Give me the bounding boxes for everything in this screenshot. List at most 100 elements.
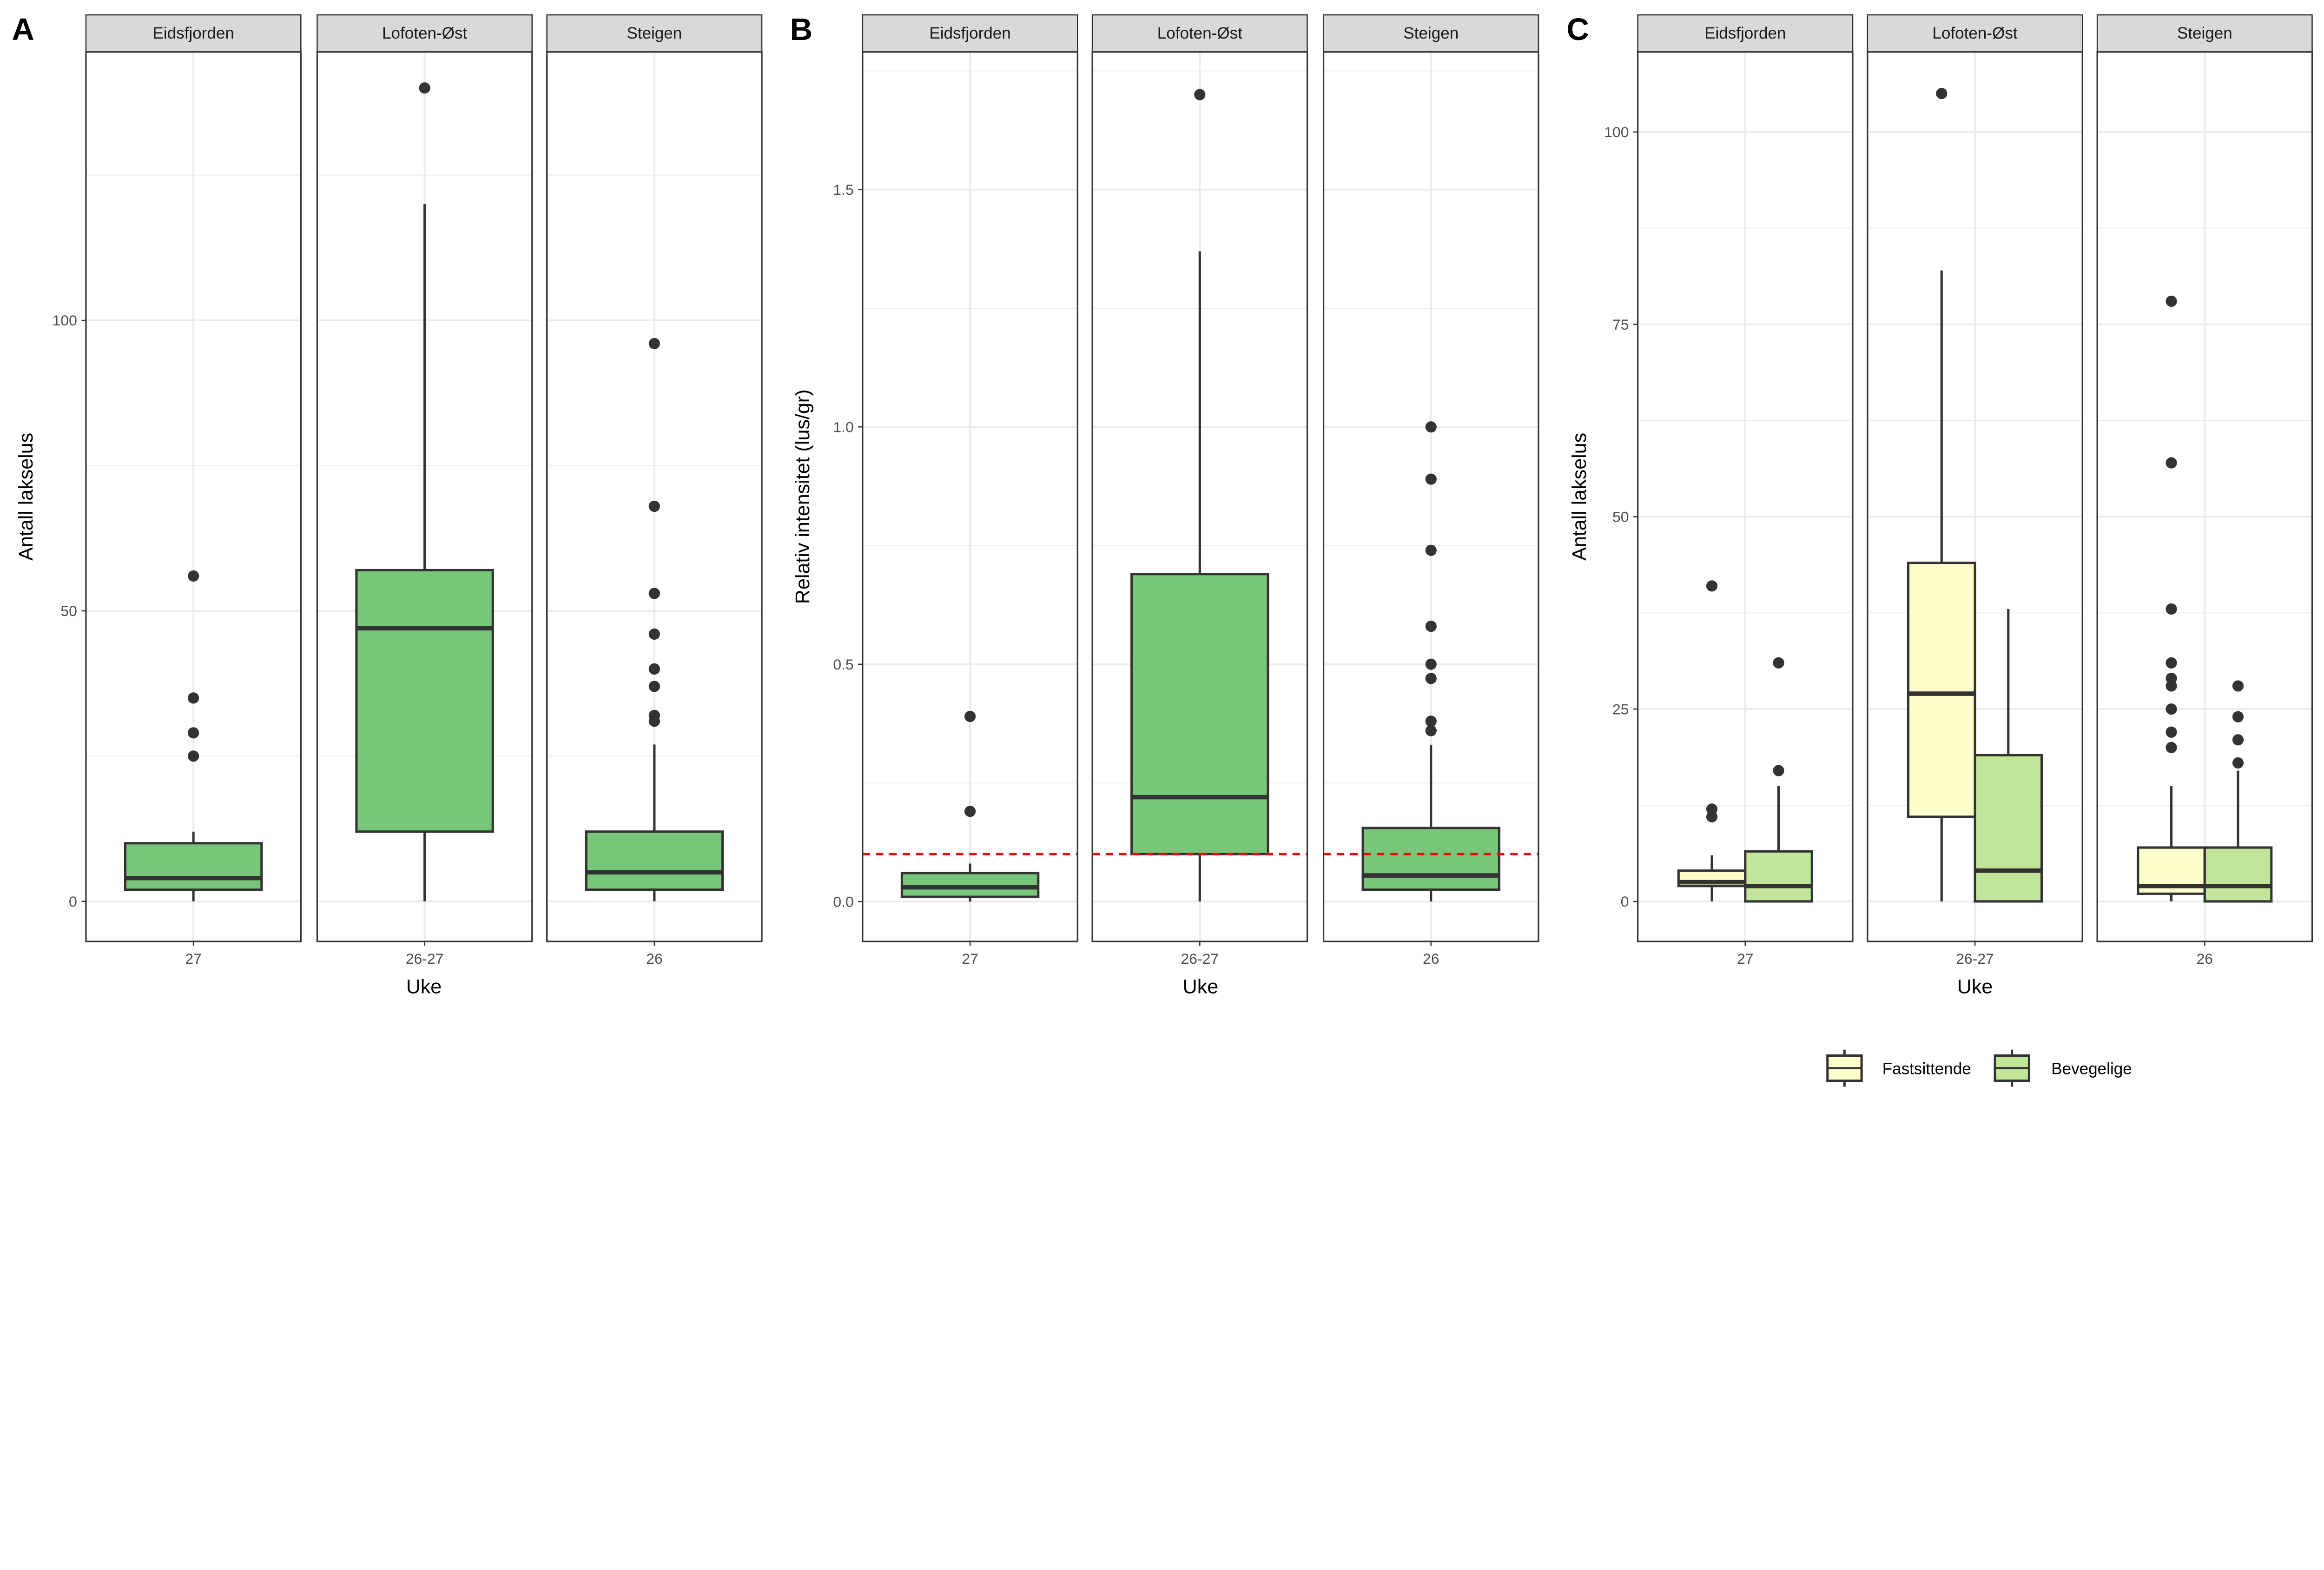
outlier-point [1773,765,1784,776]
x-tick-label: 26 [1423,950,1439,967]
y-tick-label: 100 [1604,124,1629,140]
box [900,872,1040,898]
y-tick-label: 0.5 [833,656,853,673]
x-tick-label: 26-27 [1956,950,1994,967]
x-tick-label: 27 [962,950,978,967]
outlier-point [2166,726,2177,738]
background [0,0,2324,1110]
y-tick-label: 0 [1621,893,1629,910]
outlier-point [1936,87,1948,99]
outlier-point [1425,715,1437,727]
outlier-point [1425,673,1437,684]
y-tick-label: 0.0 [833,893,853,910]
facet-strip [2096,14,2313,53]
outlier-point [2166,657,2177,669]
box-bevegelige [2203,680,2273,903]
legend-item-fastsittende: Fastsittende [1826,1049,1971,1087]
outlier-point [1425,620,1437,632]
outlier-point [188,692,199,704]
outlier-point [419,82,430,94]
legend-label: Fastsittende [1882,1060,1971,1078]
facet-strip-label: Lofoten-Øst [1157,24,1242,42]
panel-b: B Relativ intensitet (lus/gr) Uke 0.0 0.5 1.0… [790,12,1539,998]
panel-label: B [790,12,812,47]
x-tick-label: 26 [646,950,662,967]
panel-a: A Antall lakselus Uke 0 50 100 Eidsfjorden 27 Lo… [12,12,763,998]
box [1744,850,1813,903]
facet-strip [1637,14,1854,53]
outlier-point [188,750,199,762]
facet-strip [546,14,763,53]
outlier-point [2232,711,2244,722]
facet-strip [85,14,302,53]
x-tick-label: 26-27 [406,950,444,967]
y-axis-title: Antall lakselus [1568,433,1591,561]
x-tick-label: 26 [2197,950,2213,967]
x-axis-title: Uke [406,976,442,998]
box-all [124,570,263,901]
facet-strip-label: Steigen [627,24,682,42]
box-all [585,338,724,901]
box-all [355,82,494,901]
box-fastsittende [1677,580,1747,901]
x-axis-title: Uke [1183,976,1219,998]
box [355,569,494,833]
facet-eidsfjorden: Eidsfjorden 27 [1637,14,1854,967]
facet-strip-label: Steigen [1403,24,1459,42]
box [1130,573,1269,855]
facet-strip [1323,14,1539,53]
x-tick-label: 27 [185,950,201,967]
y-axis-title: Relativ intensitet (lus/gr) [792,390,814,604]
outlier-point [2166,295,2177,307]
y-tick-label: 50 [60,603,77,619]
box [2203,846,2273,903]
outlier-point [2232,680,2244,692]
figure: A Antall lakselus Uke 0 50 100 Eidsfjorden 27 Lo… [0,0,2324,1110]
facet-strip-label: Eidsfjorden [152,24,234,42]
box-all [1361,421,1500,902]
facet-steigen: Steigen 26 [2096,14,2313,967]
box-bevegelige [1744,657,1813,903]
outlier-point [1425,421,1437,433]
box-fastsittende [1907,87,1976,901]
outlier-point [964,710,976,722]
legend-label: Bevegelige [2051,1060,2132,1078]
outlier-point [648,709,660,721]
outlier-point [1425,725,1437,736]
facet-strip-label: Lofoten-Øst [382,24,467,42]
box-bevegelige [1974,609,2043,903]
facet-lofotenst: Lofoten-Øst 26-27 [1091,14,1308,967]
x-tick-label: 26-27 [1181,950,1219,967]
outlier-point [964,806,976,817]
outlier-point [648,588,660,599]
outlier-point [188,727,199,739]
x-tick-label: 27 [1737,950,1753,967]
outlier-point [648,338,660,350]
facet-strip-label: Eidsfjorden [1704,24,1786,42]
facet-lofotenst: Lofoten-Øst 26-27 [1867,14,2083,967]
panel-c: C Antall lakselus Uke 0 25 50 75 100 Eidsfjorden… [1567,12,2313,1087]
outlier-point [648,663,660,675]
outlier-point [1706,580,1718,592]
outlier-point [2166,703,2177,715]
y-tick-label: 75 [1612,316,1629,333]
y-tick-label: 50 [1612,509,1629,525]
box [124,842,263,891]
outlier-point [1773,657,1784,669]
y-axis-title: Antall lakselus [15,433,37,561]
outlier-point [1706,803,1718,815]
y-tick-label: 1.0 [833,418,853,435]
outlier-point [2166,457,2177,469]
outlier-point [1425,544,1437,556]
facet-strip-label: Lofoten-Øst [1932,24,2017,42]
facet-strip-label: Steigen [2177,24,2232,42]
box [1361,827,1500,891]
box-all [900,710,1040,902]
box-all [1130,89,1269,902]
legend-item-bevegelige: Bevegelige [1994,1049,2132,1087]
facet-eidsfjorden: Eidsfjorden 27 [862,14,1078,967]
outlier-point [1425,473,1437,485]
outlier-point [2232,734,2244,746]
facet-strip [317,14,533,53]
box [585,830,724,891]
